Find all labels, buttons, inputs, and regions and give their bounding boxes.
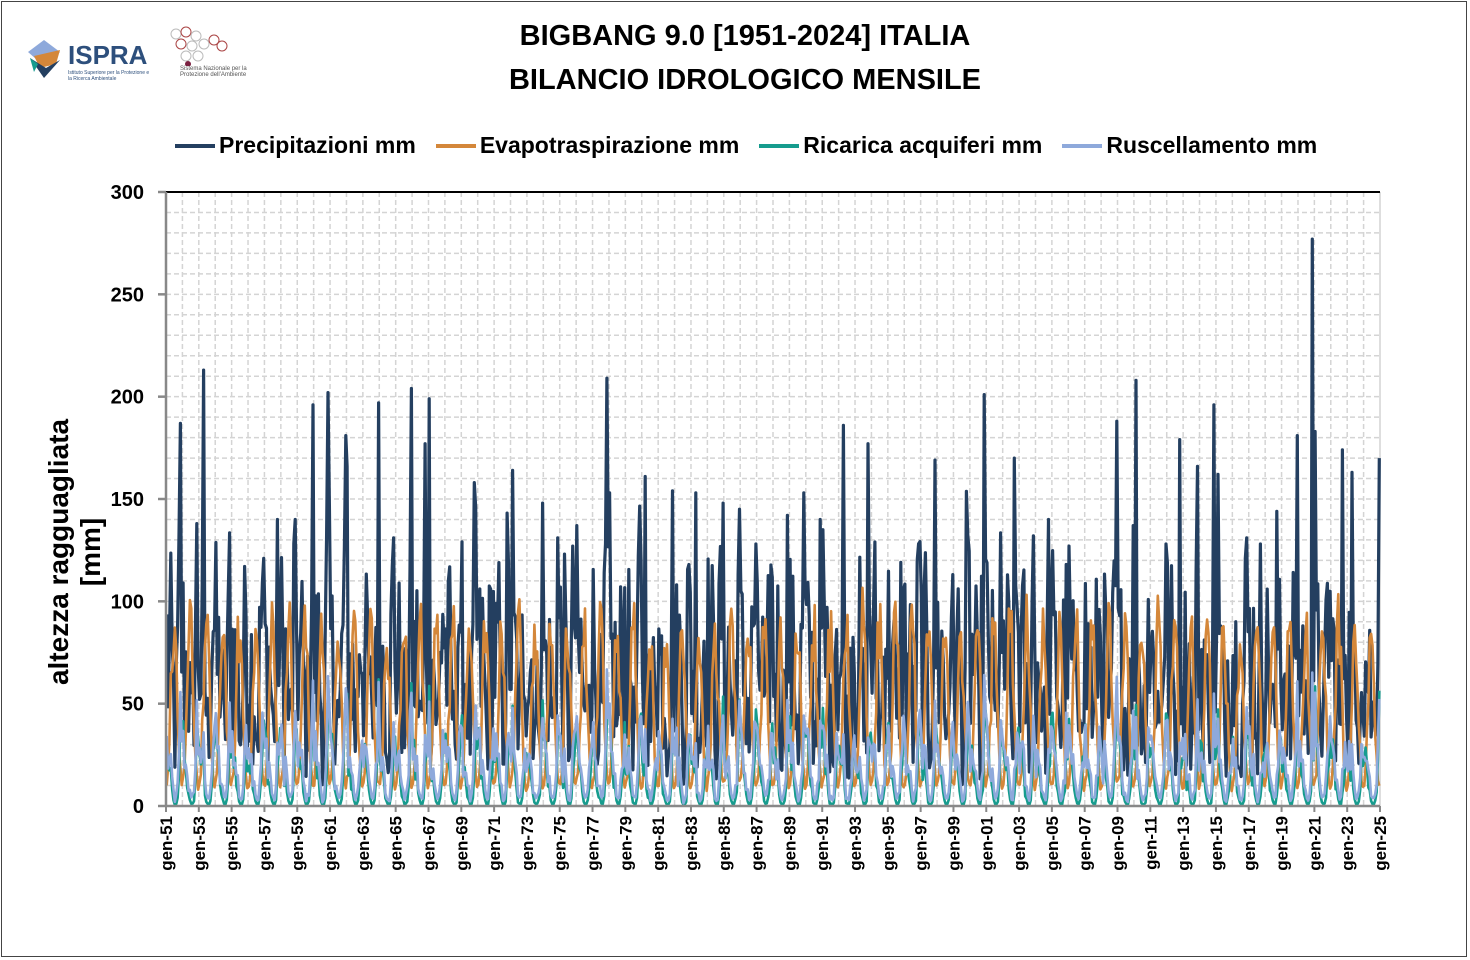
x-tick-label: gen-97 bbox=[912, 816, 931, 871]
y-tick-label: 0 bbox=[133, 796, 144, 818]
snpa-logo: Sistema Nazionale per la Protezione dell… bbox=[166, 26, 256, 78]
legend-item-ruscellamento: Ruscellamento mm bbox=[1062, 132, 1317, 159]
ispra-logo-subtitle: Istituto Superiore per la Protezione e l… bbox=[68, 70, 150, 82]
x-tick-label: gen-25 bbox=[1371, 816, 1390, 871]
x-tick-label: gen-51 bbox=[157, 816, 176, 871]
x-tick-label: gen-91 bbox=[813, 816, 832, 871]
x-tick-label: gen-19 bbox=[1273, 816, 1292, 871]
x-tick-label: gen-57 bbox=[255, 816, 274, 871]
x-tick-label: gen-95 bbox=[879, 816, 898, 871]
y-tick-label: 300 bbox=[111, 182, 144, 204]
x-tick-label: gen-83 bbox=[682, 816, 701, 871]
x-tick-label: gen-17 bbox=[1240, 816, 1259, 871]
legend-label: Ricarica acquiferi mm bbox=[803, 132, 1043, 158]
chart-title-line1: BIGBANG 9.0 [1951-2024] ITALIA bbox=[519, 20, 971, 52]
series-line-evapotraspirazione bbox=[165, 586, 1381, 793]
x-tick-label: gen-67 bbox=[419, 816, 438, 871]
y-tick-label: 50 bbox=[122, 694, 144, 716]
x-tick-label: gen-79 bbox=[616, 816, 635, 871]
ispra-logo-icon bbox=[28, 40, 60, 78]
x-tick-label: gen-01 bbox=[977, 816, 996, 871]
legend-item-ricarica: Ricarica acquiferi mm bbox=[759, 132, 1042, 159]
x-tick-label: gen-21 bbox=[1305, 816, 1324, 871]
x-tick-label: gen-75 bbox=[551, 816, 570, 871]
x-tick-label: gen-13 bbox=[1174, 816, 1193, 871]
chart-title-line2: BILANCIO IDROLOGICO MENSILE bbox=[508, 64, 982, 96]
x-tick-label: gen-65 bbox=[387, 816, 406, 871]
legend-swatch bbox=[1062, 143, 1103, 148]
x-tick-label: gen-87 bbox=[748, 816, 767, 871]
legend-item-precipitazioni: Precipitazioni mm bbox=[175, 132, 416, 159]
y-tick-label: 100 bbox=[111, 591, 144, 613]
legend-swatch bbox=[759, 143, 800, 148]
x-tick-label: gen-69 bbox=[452, 816, 471, 871]
series-line-ruscellamento bbox=[165, 668, 1381, 805]
legend-label: Evapotraspirazione mm bbox=[479, 132, 740, 158]
x-tick-label: gen-81 bbox=[649, 816, 668, 871]
x-tick-label: gen-15 bbox=[1207, 816, 1226, 871]
x-tick-label: gen-61 bbox=[321, 816, 340, 871]
x-tick-label: gen-93 bbox=[846, 816, 865, 871]
x-tick-label: gen-77 bbox=[584, 816, 603, 871]
x-tick-label: gen-05 bbox=[1043, 816, 1062, 871]
legend-label: Ruscellamento mm bbox=[1106, 132, 1318, 158]
x-tick-label: gen-09 bbox=[1109, 816, 1128, 871]
x-tick-label: gen-99 bbox=[944, 816, 963, 871]
snpa-hexagons-icon bbox=[170, 26, 228, 67]
x-tick-label: gen-23 bbox=[1338, 816, 1357, 871]
x-tick-label: gen-63 bbox=[354, 816, 373, 871]
x-tick-label: gen-11 bbox=[1141, 816, 1160, 870]
x-tick-label: gen-53 bbox=[190, 816, 209, 871]
x-tick-label: gen-85 bbox=[715, 816, 734, 871]
ispra-logo: ISPRA Istituto Superiore per la Protezio… bbox=[26, 38, 156, 93]
chart-legend: Precipitazioni mm Evapotraspirazione mm … bbox=[175, 132, 1337, 159]
snpa-logo-text: Sistema Nazionale per la Protezione dell… bbox=[180, 66, 247, 78]
x-tick-label: gen-89 bbox=[780, 816, 799, 871]
x-tick-label: gen-03 bbox=[1010, 816, 1029, 871]
x-tick-label: gen-73 bbox=[518, 816, 537, 871]
ispra-logo-text: ISPRA bbox=[68, 40, 148, 70]
series-lines bbox=[165, 237, 1381, 807]
x-tick-label: gen-07 bbox=[1076, 816, 1095, 871]
y-tick-label: 250 bbox=[111, 284, 144, 306]
legend-item-evapotraspirazione: Evapotraspirazione mm bbox=[435, 132, 740, 159]
x-tick-label: gen-59 bbox=[288, 816, 307, 871]
x-tick-label: gen-71 bbox=[485, 816, 504, 871]
x-tick-label: gen-55 bbox=[223, 816, 242, 871]
y-tick-label: 200 bbox=[111, 387, 144, 409]
legend-swatch bbox=[175, 143, 215, 148]
y-tick-label: 150 bbox=[111, 489, 144, 511]
axes: 0 50 100 150 200 250 300 gen-51 gen-53 gen-55 gen-… bbox=[111, 182, 1390, 871]
legend-swatch bbox=[435, 143, 476, 148]
legend-label: Precipitazioni mm bbox=[219, 132, 416, 158]
